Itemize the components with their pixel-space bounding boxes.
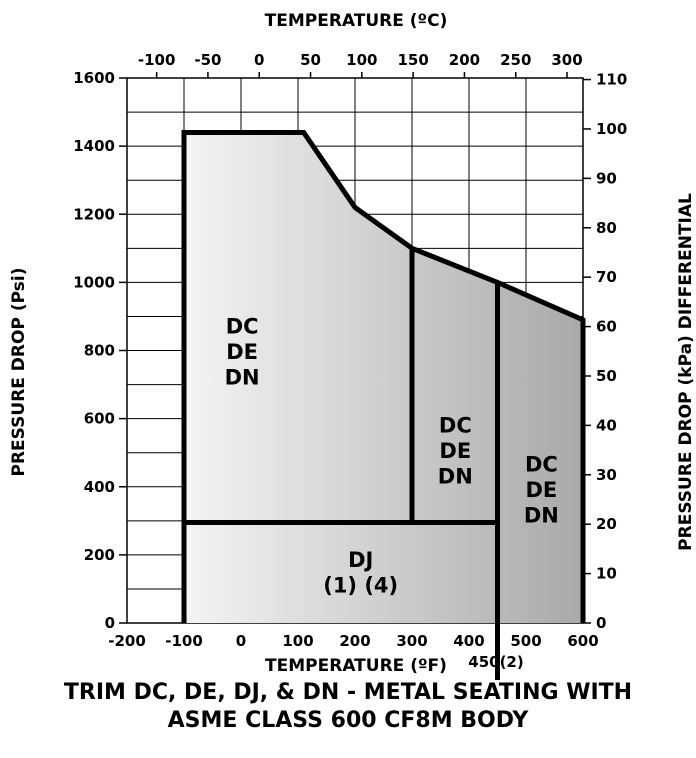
y-tick-label-kpa: 70 (596, 268, 617, 286)
region-label: DC DE DN (225, 314, 260, 389)
axis-ticks: -200 -100 0 100 200 300 400 500 600-100 -50 0 50 100… (73, 51, 627, 650)
x-tick-label-f: 300 (396, 632, 427, 650)
y-tick-label-psi: 400 (84, 478, 115, 496)
x-tick-label-c: 150 (397, 51, 428, 69)
region-label-line: DE (226, 340, 258, 364)
region-label-line: DN (438, 464, 473, 488)
region-label-line: DC (226, 314, 259, 338)
envelope-fill (184, 132, 583, 623)
y-tick-label-kpa: 90 (596, 169, 617, 187)
y-tick-label-kpa: 30 (596, 466, 617, 484)
x-tick-label-f: 200 (339, 632, 370, 650)
x-tick-label-c: -50 (194, 51, 221, 69)
chart-caption-line1: TRIM DC, DE, DJ, & DN - METAL SEATING WI… (63, 680, 633, 705)
envelope-outline (181, 130, 586, 623)
y-tick-label-kpa: 60 (596, 318, 617, 336)
y-tick-label-psi: 0 (105, 614, 115, 632)
y-tick-label-kpa: 80 (596, 219, 617, 237)
x-tick-label-c: 300 (551, 51, 582, 69)
y-tick-label-psi: 1200 (73, 205, 115, 223)
pressure-temperature-chart: -200 -100 0 100 200 300 400 500 600-100 -50 0 50 100… (9, 11, 696, 680)
x-tick-label-c: 250 (500, 51, 531, 69)
y-tick-label-kpa: 100 (596, 120, 627, 138)
x-tick-label-f: 400 (453, 632, 484, 650)
x-tick-label-f: 500 (510, 632, 541, 650)
region-label-line: DN (225, 366, 260, 390)
x-tick-label-f: -100 (165, 632, 203, 650)
y-tick-label-psi: 200 (84, 546, 115, 564)
x-tick-label-c: 50 (300, 51, 321, 69)
y-tick-label-kpa: 0 (596, 614, 606, 632)
y-tick-label-kpa: 40 (596, 416, 617, 434)
region-label-line: DE (439, 439, 471, 463)
x-tick-label-f: -200 (108, 632, 146, 650)
y-axis-title-right: PRESSURE DROP (kPa) DIFFERENTIAL (676, 193, 696, 551)
x-tick-label-c: 0 (254, 51, 264, 69)
region-label-line: DJ (348, 548, 373, 572)
y-tick-label-kpa: 50 (596, 367, 617, 385)
x-tick-label-c: 200 (449, 51, 480, 69)
envelope-lines (181, 130, 586, 680)
region-label-line: DN (524, 504, 559, 528)
y-tick-label-kpa: 110 (596, 71, 627, 89)
region-label: DJ (1) (4) (323, 548, 398, 598)
region-label: DC DE DN (438, 413, 473, 488)
chart-caption-line2: ASME CLASS 600 CF8M BODY (167, 708, 529, 733)
x-tick-label-f: 600 (567, 632, 598, 650)
y-tick-label-psi: 1400 (73, 137, 115, 155)
x-axis-title-top: TEMPERATURE (ºC) (265, 11, 448, 31)
x-tick-label-c: 100 (346, 51, 377, 69)
y-tick-label-kpa: 10 (596, 565, 617, 583)
region-label-line: DC (439, 413, 472, 437)
y-axis-title-left: PRESSURE DROP (Psi) (9, 268, 29, 477)
y-tick-label-psi: 1000 (73, 273, 115, 291)
y-tick-label-psi: 1600 (73, 69, 115, 87)
x-axis-title-bottom: TEMPERATURE (ºF) (265, 656, 447, 676)
x-tick-label-c: -100 (138, 51, 176, 69)
region-label-line: DE (525, 478, 557, 502)
y-tick-label-psi: 600 (84, 410, 115, 428)
y-tick-label-kpa: 20 (596, 515, 617, 533)
x-tick-label-f: 100 (282, 632, 313, 650)
region-label-line: (1) (4) (323, 573, 398, 597)
region-label-line: DC (525, 452, 558, 476)
marker-label-450: 450(2) (468, 653, 523, 671)
y-tick-label-psi: 800 (84, 342, 115, 360)
envelope-area (184, 132, 583, 623)
region-label: DC DE DN (524, 452, 559, 527)
x-tick-label-f: 0 (236, 632, 246, 650)
